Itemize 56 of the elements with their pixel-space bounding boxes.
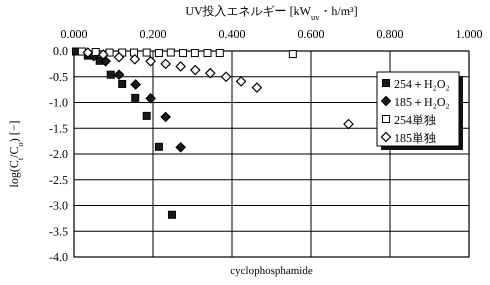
legend-label: 185単独 xyxy=(394,131,436,145)
x-tick-label: 0.200 xyxy=(140,27,166,41)
point xyxy=(190,64,200,76)
x-tick-label: 0.000 xyxy=(60,27,88,41)
point xyxy=(146,56,156,66)
point xyxy=(205,68,216,78)
point xyxy=(130,54,140,64)
point xyxy=(160,58,171,69)
y-tick-label: -1.5 xyxy=(49,121,68,136)
x-axis-title: UV投入エネルギー [kW$_{uv}$・h/m³] xyxy=(185,4,358,22)
point xyxy=(168,210,176,219)
point xyxy=(190,49,199,58)
y-tick-label: -1.0 xyxy=(49,96,68,110)
point xyxy=(114,52,124,62)
x-tick-label: 0.800 xyxy=(376,27,404,41)
text: cyclophosphamide xyxy=(230,265,313,277)
legend-label: 254＋H₂O₂ xyxy=(394,77,450,91)
point xyxy=(179,49,188,58)
point xyxy=(98,50,108,60)
point xyxy=(131,94,140,102)
point xyxy=(118,80,126,88)
y-tick-label: -3.0 xyxy=(49,198,68,212)
y-tick-label: -0.5 xyxy=(49,70,68,84)
point xyxy=(166,48,175,57)
point xyxy=(114,70,124,80)
point xyxy=(142,112,151,120)
point xyxy=(106,70,115,79)
x-tick-label: 1.000 xyxy=(456,27,482,41)
point xyxy=(154,142,163,151)
point xyxy=(176,61,186,72)
y-tick-label: 0.0 xyxy=(53,44,68,58)
point xyxy=(130,48,138,57)
point xyxy=(92,48,100,56)
point xyxy=(220,72,232,82)
x-tick-label: 0.400 xyxy=(218,27,246,41)
point xyxy=(130,79,141,90)
point xyxy=(176,142,186,152)
point xyxy=(82,47,93,58)
point xyxy=(236,76,246,86)
y-tick-label: -3.5 xyxy=(49,224,68,238)
point xyxy=(160,112,171,122)
y-tick-label: -2.5 xyxy=(49,172,68,187)
point xyxy=(252,82,262,93)
y-tick-label: -2.0 xyxy=(49,147,68,161)
point xyxy=(154,49,163,58)
point xyxy=(216,49,224,58)
point xyxy=(343,119,354,130)
legend-label: 254単独 xyxy=(394,113,436,127)
x-tick-label: 0.600 xyxy=(298,27,324,41)
point xyxy=(204,49,212,58)
point xyxy=(288,50,297,58)
point xyxy=(142,48,151,57)
y-tick-label: -4.0 xyxy=(49,250,68,264)
point xyxy=(100,56,111,66)
legend-label: 185＋H₂O₂ xyxy=(394,95,450,109)
point xyxy=(146,93,156,104)
